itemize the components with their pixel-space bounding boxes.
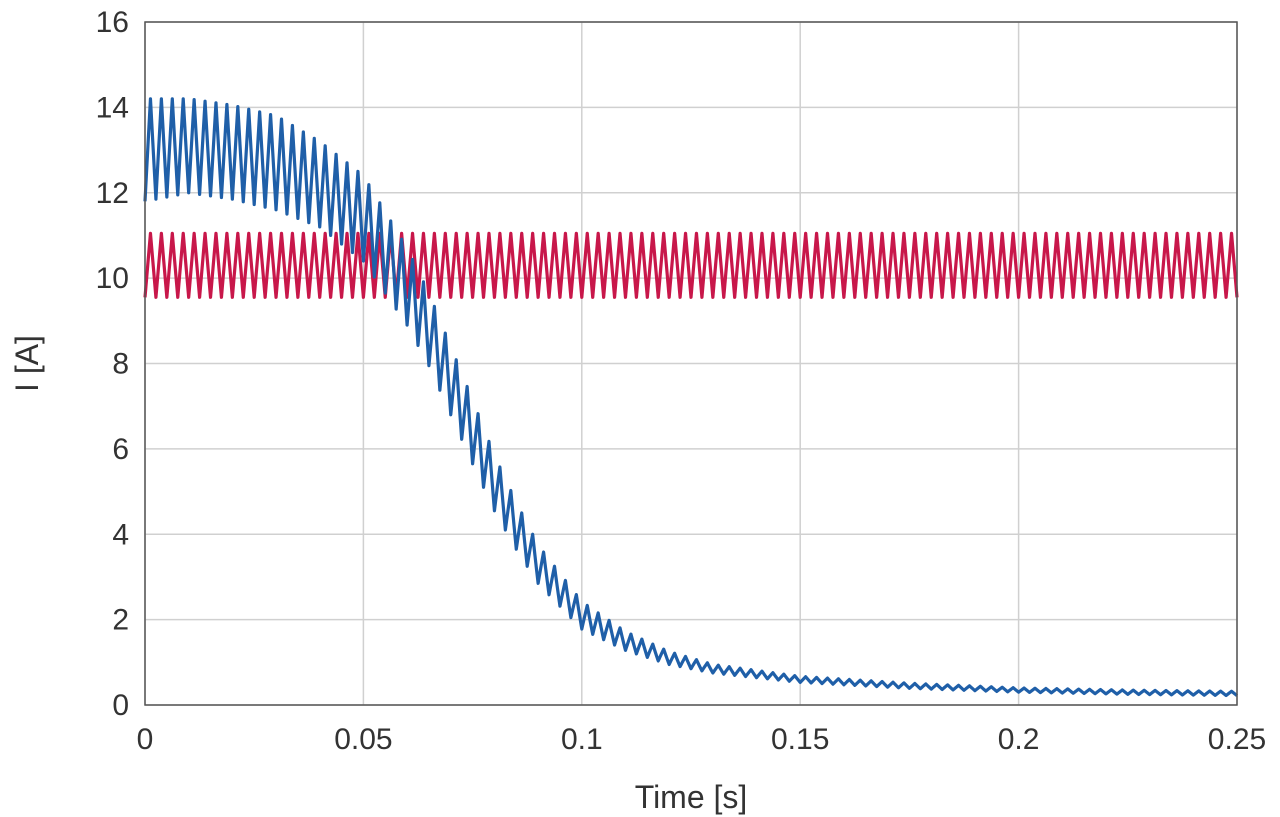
x-tick-label: 0.25 [1208, 723, 1266, 756]
series-layer [143, 97, 1239, 698]
y-axis: 0 2 4 6 8 10 12 14 16 [96, 6, 129, 722]
x-axis-title: Time [s] [635, 779, 748, 815]
y-tick-label: 12 [96, 177, 129, 210]
y-tick-label: 10 [96, 262, 129, 295]
x-tick-label: 0.2 [998, 723, 1040, 756]
grid [144, 21, 1238, 706]
x-tick-label: 0.05 [334, 723, 392, 756]
y-tick-label: 6 [112, 433, 129, 466]
series-line-0 [143, 231, 1239, 299]
y-tick-label: 2 [112, 604, 129, 637]
x-tick-label: 0.1 [561, 723, 603, 756]
y-axis-title: I [A] [9, 335, 45, 392]
series-line-1 [143, 97, 1239, 698]
y-tick-label: 4 [112, 518, 129, 551]
x-tick-label: 0.15 [771, 723, 829, 756]
x-axis: 0 0.05 0.1 0.15 0.2 0.25 [137, 723, 1267, 756]
y-tick-label: 0 [112, 689, 129, 722]
plot-frame [144, 21, 1238, 706]
y-tick-label: 8 [112, 348, 129, 381]
y-tick-label: 14 [96, 91, 129, 124]
y-tick-label: 16 [96, 6, 129, 39]
x-tick-label: 0 [137, 723, 154, 756]
